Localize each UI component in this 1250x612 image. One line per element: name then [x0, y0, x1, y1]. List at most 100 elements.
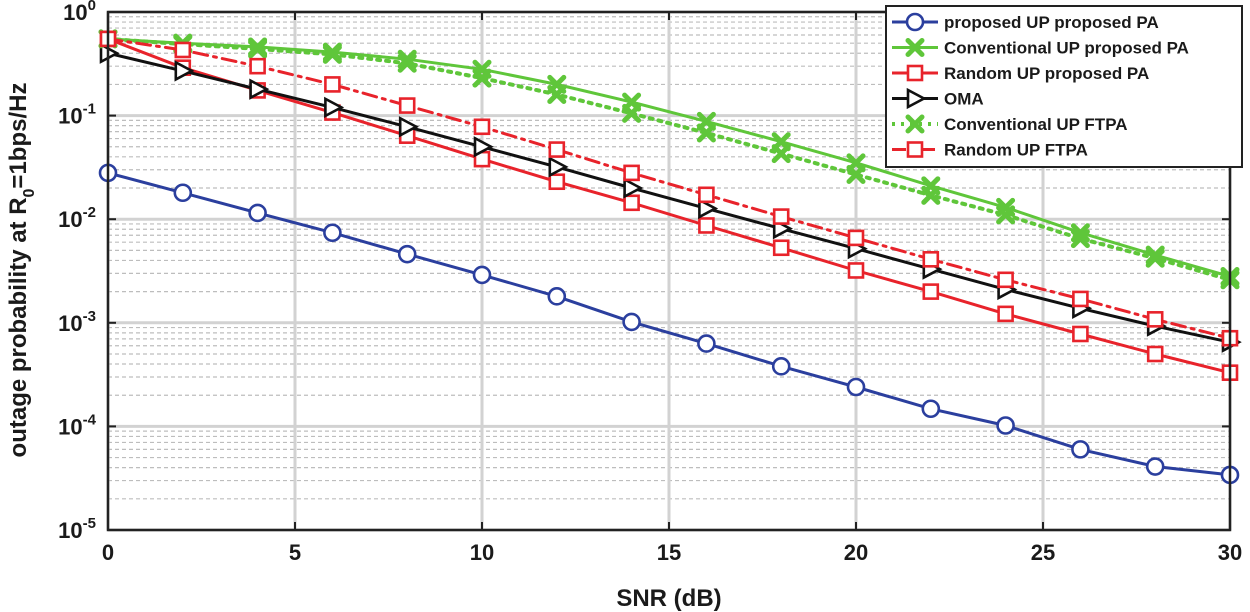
data-point	[248, 203, 267, 223]
x-tick-label: 10	[470, 540, 494, 565]
data-point	[1146, 311, 1164, 328]
data-point	[473, 118, 491, 136]
data-point	[248, 39, 268, 59]
y-axis-label-main: outage probability at R	[5, 197, 32, 457]
legend-entry: Random UP FTPA	[892, 141, 1088, 160]
legend-entry: Conventional UP FTPA	[892, 114, 1128, 134]
y-tick-label: 10-3	[58, 308, 96, 336]
data-point	[922, 283, 940, 300]
data-point	[398, 97, 416, 114]
data-point	[698, 217, 715, 234]
legend-marker	[905, 114, 925, 134]
legend-label: Conventional UP FTPA	[944, 115, 1128, 134]
data-point	[397, 53, 417, 73]
data-point	[772, 239, 790, 257]
data-point	[472, 68, 492, 88]
x-tick-label: 20	[844, 540, 868, 565]
y-tick-label: 10-2	[58, 204, 96, 232]
legend-entry: OMA	[892, 87, 984, 110]
data-point	[847, 229, 865, 247]
data-point	[1145, 457, 1165, 476]
y-axis-label: outage probability at R0=1bps/Hz	[5, 83, 38, 458]
data-point	[174, 60, 195, 82]
data-point	[249, 57, 266, 75]
data-point	[921, 185, 941, 205]
data-point	[696, 123, 716, 143]
x-axis-label: SNR (dB)	[616, 585, 721, 612]
data-point	[771, 357, 791, 376]
legend-label: Random UP proposed PA	[944, 64, 1149, 83]
x-tick-label: 25	[1031, 540, 1055, 565]
legend-label: OMA	[944, 90, 984, 109]
data-point	[324, 76, 341, 93]
data-point	[173, 183, 193, 203]
x-tick-label: 0	[102, 540, 114, 565]
data-point	[323, 223, 342, 243]
data-point	[472, 265, 492, 285]
data-point	[1146, 345, 1164, 363]
data-point	[772, 208, 790, 225]
data-point	[324, 96, 345, 119]
y-axis-label-tail: =1bps/Hz	[5, 83, 32, 189]
series-line	[106, 37, 1232, 340]
data-point	[1071, 440, 1090, 459]
y-tick-label: 10-4	[58, 411, 96, 439]
data-point	[548, 156, 569, 178]
legend: proposed UP proposed PA Conventional UP p…	[885, 5, 1243, 168]
legend-label: Random UP FTPA	[944, 141, 1088, 160]
data-point	[322, 44, 342, 64]
data-point	[997, 271, 1014, 289]
data-point	[1072, 325, 1089, 343]
x-tick-label: 30	[1218, 540, 1242, 565]
data-point	[997, 305, 1014, 323]
data-point	[547, 287, 567, 306]
x-tick-label: 15	[657, 540, 681, 565]
y-axis-label-subscript: 0	[21, 188, 38, 197]
data-point	[622, 312, 641, 332]
data-point	[921, 399, 941, 419]
legend-label: Conventional UP proposed PA	[944, 39, 1189, 58]
data-point	[547, 84, 567, 104]
data-point	[846, 377, 866, 397]
legend-entry: Conventional UP proposed PA	[892, 38, 1189, 58]
legend-entry: Random UP proposed PA	[892, 64, 1149, 83]
data-point	[847, 262, 865, 279]
data-point	[623, 177, 644, 199]
legend-entry: proposed UP proposed PA	[892, 12, 1159, 32]
y-tick-label: 10-1	[58, 101, 96, 129]
data-point	[698, 186, 715, 204]
y-tick-label: 100	[63, 0, 96, 25]
data-point	[1072, 290, 1089, 308]
data-point	[698, 197, 719, 220]
legend-marker	[906, 64, 924, 82]
data-point	[697, 334, 716, 353]
series-4	[98, 29, 1240, 290]
data-point	[548, 141, 566, 158]
legend-marker	[905, 12, 925, 32]
y-tick-label: 10-5	[58, 515, 96, 543]
legend-marker	[906, 87, 927, 110]
data-point	[548, 173, 566, 191]
data-point	[398, 116, 419, 138]
x-tick-label: 5	[289, 540, 301, 565]
tick-labels: 0 5 10 15 20 25 30 100 10-1 10-2 10-3 10-4 10-5	[58, 0, 1242, 565]
series-line	[106, 36, 1232, 282]
legend-label: proposed UP proposed PA	[944, 13, 1159, 32]
series-line	[106, 51, 1232, 344]
series-line	[106, 37, 1232, 278]
data-point	[473, 136, 494, 158]
data-point	[1145, 248, 1165, 268]
data-point	[1070, 229, 1090, 249]
data-point	[846, 165, 866, 185]
data-point	[771, 144, 791, 164]
data-point	[174, 41, 192, 59]
data-point	[249, 78, 270, 100]
series-0	[98, 163, 1240, 485]
data-point	[922, 251, 940, 268]
data-point	[622, 103, 642, 123]
data-point	[623, 194, 640, 212]
data-point	[623, 164, 640, 182]
series-line	[106, 171, 1232, 477]
legend-box	[885, 5, 1243, 168]
